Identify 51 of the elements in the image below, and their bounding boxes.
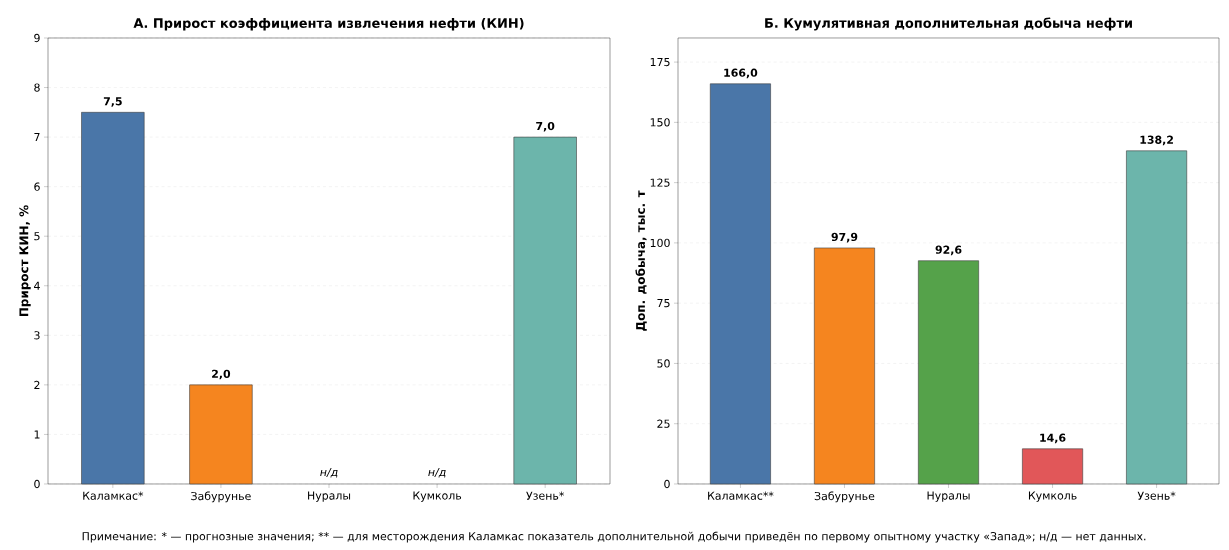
text: н/д [428, 467, 446, 478]
y-tick-label: 7 [34, 133, 40, 142]
y-tick-label: 50 [657, 359, 670, 368]
x-tick-label: Узень* [526, 491, 565, 500]
y-tick-label: 125 [650, 178, 670, 187]
x-tick-label: Забурунье [191, 491, 251, 503]
y-tick-label: 0 [34, 479, 40, 489]
y-tick-label: 8 [34, 83, 40, 92]
y-axis-title: Доп. добыча, тыс. т [635, 190, 647, 331]
x-tick-label: Узень* [1137, 491, 1176, 500]
x-tick-label: Каламкас* [83, 491, 144, 500]
x-tick-label: Забурунье [814, 491, 875, 503]
x-tick-label: Кумколь [413, 491, 462, 502]
data-label: 97,9 [831, 232, 858, 243]
y-tick-label: 2 [34, 380, 40, 389]
y-tick-label: 75 [657, 299, 670, 308]
bar [189, 384, 253, 485]
data-label: 7,5 [103, 97, 122, 107]
x-tick-label: Каламкас** [708, 491, 774, 500]
y-tick-label: 0 [664, 479, 670, 489]
bar [814, 247, 875, 485]
x-tick-label: Нуралы [308, 491, 351, 502]
data-label: 7,0 [536, 121, 555, 132]
y-tick-label: 9 [34, 33, 40, 43]
y-tick-label: 175 [650, 58, 670, 67]
y-tick-label: 4 [34, 281, 40, 290]
data-label: 138,2 [1140, 135, 1173, 146]
bar [1126, 150, 1188, 485]
y-tick-label: 150 [650, 118, 670, 127]
y-tick-label: 3 [34, 331, 40, 340]
x-tick-label: Нуралы [927, 491, 970, 502]
bar [81, 112, 145, 485]
y-tick-label: 1 [34, 430, 40, 439]
x-tick-label: Кумколь [1028, 491, 1077, 502]
data-label: 166,0 [724, 68, 758, 79]
y-tick-label: 25 [657, 419, 670, 428]
y-tick-label: 6 [34, 182, 40, 191]
data-label: 92,6 [935, 245, 962, 256]
y-tick-label: 100 [650, 238, 670, 248]
bar [918, 260, 979, 485]
data-label: 14,6 [1040, 433, 1066, 444]
data-label: 2,0 [212, 369, 231, 380]
bar [1022, 448, 1084, 485]
text: н/д [320, 467, 338, 478]
y-tick-label: 5 [34, 232, 40, 241]
bar [513, 136, 577, 485]
y-axis-title: Прирост КИН, % [19, 205, 31, 317]
chart-title: Б. Кумулятивная дополнительная добыча нефти [765, 17, 1132, 31]
chart-title: А. Прирост коэффициента извлечения нефти (КИН) [133, 17, 524, 31]
bar [709, 83, 771, 485]
text: Примечание: * — прогнозные значения; ** — для месторождения Каламкас показатель дополнительной добычи приведён по первому опытному участку «Запад»; н/д — нет данных. [82, 531, 1146, 543]
